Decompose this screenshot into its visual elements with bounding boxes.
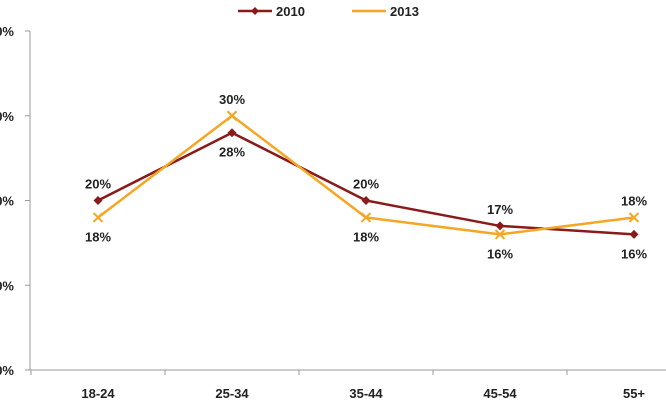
data-labels: 20% 18% 28% 30% 20% 18% 17% 16% 16% 18% (85, 92, 647, 262)
y-tick-label: 10% (0, 278, 14, 293)
legend-marker (251, 7, 259, 15)
point-marker (495, 221, 505, 231)
x-tick-label: 35-44 (349, 386, 383, 401)
legend-label: 2010 (276, 4, 305, 19)
x-tick-label: 45-54 (483, 386, 517, 401)
data-label: 16% (487, 246, 513, 261)
y-axis-ticks: 0% 10% 20% 30% 40% (0, 24, 30, 378)
point-marker (494, 229, 506, 240)
data-label: 30% (219, 92, 245, 107)
x-tick-label: 55+ (623, 386, 645, 401)
legend-label: 2013 (390, 4, 419, 19)
point-marker (360, 212, 372, 223)
point-marker (92, 212, 104, 223)
point-marker (93, 196, 103, 205)
series-layer (92, 110, 640, 240)
axes (29, 31, 666, 371)
y-tick-label: 20% (0, 194, 14, 209)
x-tick-label: 25-34 (215, 386, 249, 401)
data-label: 17% (487, 202, 513, 217)
y-tick-label: 40% (0, 24, 14, 39)
data-label: 18% (353, 229, 379, 244)
y-tick-label: 0% (0, 363, 14, 378)
x-tick-label: 18-24 (81, 386, 115, 401)
point-marker (361, 196, 371, 205)
point-marker (628, 212, 640, 223)
x-axis-ticks: 18-24 25-34 35-44 45-54 55+ (30, 370, 645, 401)
legend: 2010 2013 (238, 4, 419, 19)
y-tick-label: 30% (0, 109, 14, 124)
data-label: 28% (219, 145, 245, 160)
point-marker (629, 229, 639, 239)
data-label: 20% (353, 177, 379, 192)
data-label: 18% (621, 193, 647, 208)
data-label: 18% (85, 229, 111, 244)
data-label: 20% (85, 177, 111, 192)
point-marker (226, 110, 238, 121)
data-label: 16% (621, 246, 647, 261)
point-marker (227, 128, 237, 138)
